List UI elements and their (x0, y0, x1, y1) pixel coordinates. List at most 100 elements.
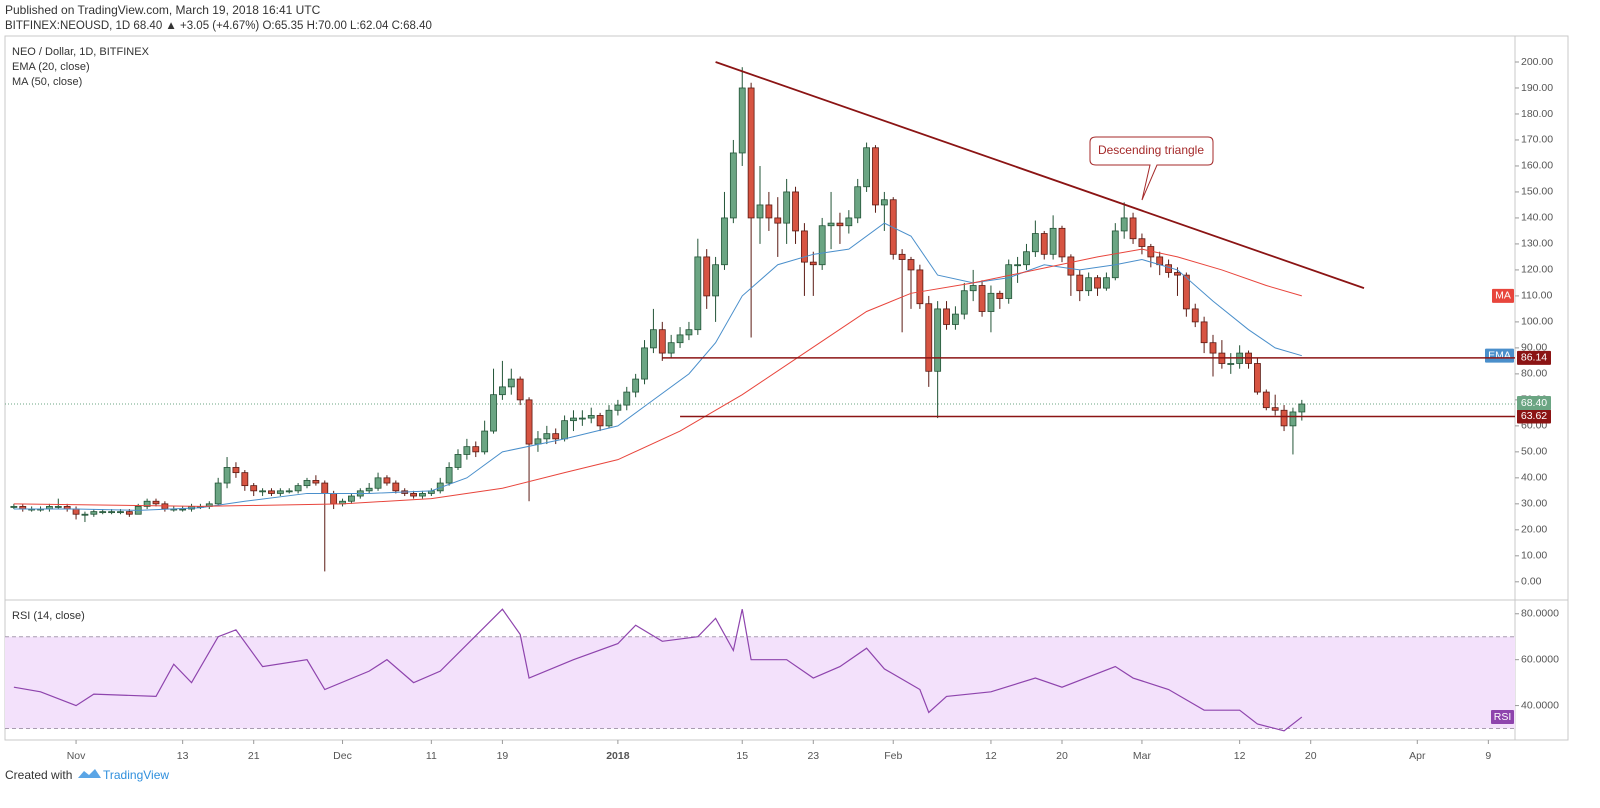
candle-body (312, 480, 320, 484)
x-tick-label: Nov (67, 750, 86, 762)
chart-frame (4, 35, 1569, 741)
quote-line: BITFINEX:NEOUSD, 1D 68.40 ▲ +3.05 (+4.67… (5, 20, 432, 32)
candle-body (525, 399, 533, 445)
candle-body (125, 511, 133, 515)
x-tick-label: 2018 (606, 750, 630, 762)
annotation: Descending triangle (1089, 136, 1214, 201)
footer-brand[interactable]: TradingView (103, 768, 169, 782)
candle-body (223, 467, 231, 484)
candle-body (1031, 233, 1039, 253)
candle-body (1023, 251, 1030, 266)
candle-body (952, 313, 959, 325)
candle-body (1040, 233, 1048, 255)
x-tick-label: Feb (884, 750, 902, 762)
candle-body (516, 378, 524, 401)
y-tick-label: 160.00 (1521, 160, 1553, 172)
candle-body (241, 472, 249, 487)
candle-body (934, 308, 942, 372)
candle-body (1049, 227, 1057, 255)
candle-body (1165, 264, 1172, 273)
candle-body (534, 438, 542, 445)
x-tick-label: 23 (807, 750, 819, 762)
candle-body (294, 485, 302, 492)
candle-body (987, 292, 995, 312)
y-tick-label: 40.0000 (1521, 699, 1559, 711)
candle-body (507, 378, 515, 388)
candle-body (1005, 264, 1013, 299)
x-tick-label: 20 (1056, 750, 1068, 762)
candle-body (410, 493, 417, 497)
candle-body (703, 256, 711, 297)
candle-body (117, 511, 124, 514)
trendline (715, 61, 1365, 289)
rsi-tag-box (1491, 710, 1514, 725)
x-tick-label: 20 (1305, 750, 1317, 762)
y-tick-label: 100.00 (1521, 316, 1553, 328)
candle-body (383, 477, 391, 484)
candle-body (827, 222, 835, 227)
candle-body (250, 485, 258, 492)
ema-legend: EMA (20, close) (12, 61, 90, 73)
candle-body (872, 147, 879, 206)
candle-body (765, 204, 773, 219)
candle-body (836, 222, 844, 227)
y-tick-label: 190.00 (1521, 82, 1553, 94)
candle-body (365, 487, 373, 492)
x-tick-label: 15 (736, 750, 748, 762)
candle-body (259, 490, 266, 493)
x-tick-label: 12 (1234, 750, 1246, 762)
candle-body (845, 217, 853, 227)
candle-body (978, 285, 986, 312)
published-line: Published on TradingView.com, March 19, … (5, 3, 321, 17)
candle-body (880, 199, 888, 206)
candle-body (1298, 403, 1306, 413)
candle-body (232, 467, 240, 474)
candle-body (1174, 272, 1181, 276)
candle-body (1254, 363, 1261, 393)
candle-body (632, 378, 640, 393)
candle-body (605, 409, 613, 427)
candle-body (658, 329, 666, 354)
candle-body (1200, 321, 1208, 344)
candle-body (623, 391, 631, 406)
candle-body (143, 500, 151, 507)
level-tag: 86.14 (1521, 352, 1547, 364)
candle-body (490, 394, 497, 432)
y-tick-label: 80.00 (1521, 368, 1547, 380)
level-tag: 63.62 (1521, 410, 1547, 422)
candle-body (960, 290, 968, 315)
rsi-tag: RSI (1494, 711, 1512, 723)
candle-body (1191, 308, 1199, 323)
candle-body (348, 495, 355, 502)
y-tick-label: 170.00 (1521, 134, 1553, 146)
y-tick-label: 140.00 (1521, 212, 1553, 224)
y-tick-label: 90.00 (1521, 342, 1547, 354)
candle-body (809, 261, 817, 266)
candle-body (729, 152, 737, 219)
candle-body (99, 511, 107, 514)
y-tick-label: 40.00 (1521, 472, 1547, 484)
candle-body (907, 259, 915, 271)
candle-body (285, 490, 293, 493)
candle-body (1280, 409, 1288, 427)
candle-body (561, 420, 568, 440)
candle-body (1209, 342, 1217, 354)
candle-body (90, 511, 98, 515)
candle-body (10, 506, 18, 508)
candle-body (152, 500, 160, 505)
candle-body (614, 404, 622, 411)
candle-body (792, 191, 799, 232)
candle-body (268, 490, 275, 494)
y-tick-label: 10.00 (1521, 550, 1547, 562)
candle-body (1085, 277, 1093, 292)
candle-body (969, 285, 977, 292)
candle-body (641, 347, 648, 380)
candle-body (1262, 391, 1270, 409)
indicator-tag-box (1485, 348, 1514, 363)
candle-body (925, 303, 933, 372)
x-tick-label: 19 (497, 750, 509, 762)
y-tick-label: 150.00 (1521, 186, 1553, 198)
indicator-tag: MA (1495, 290, 1511, 302)
candle-body (499, 386, 506, 396)
